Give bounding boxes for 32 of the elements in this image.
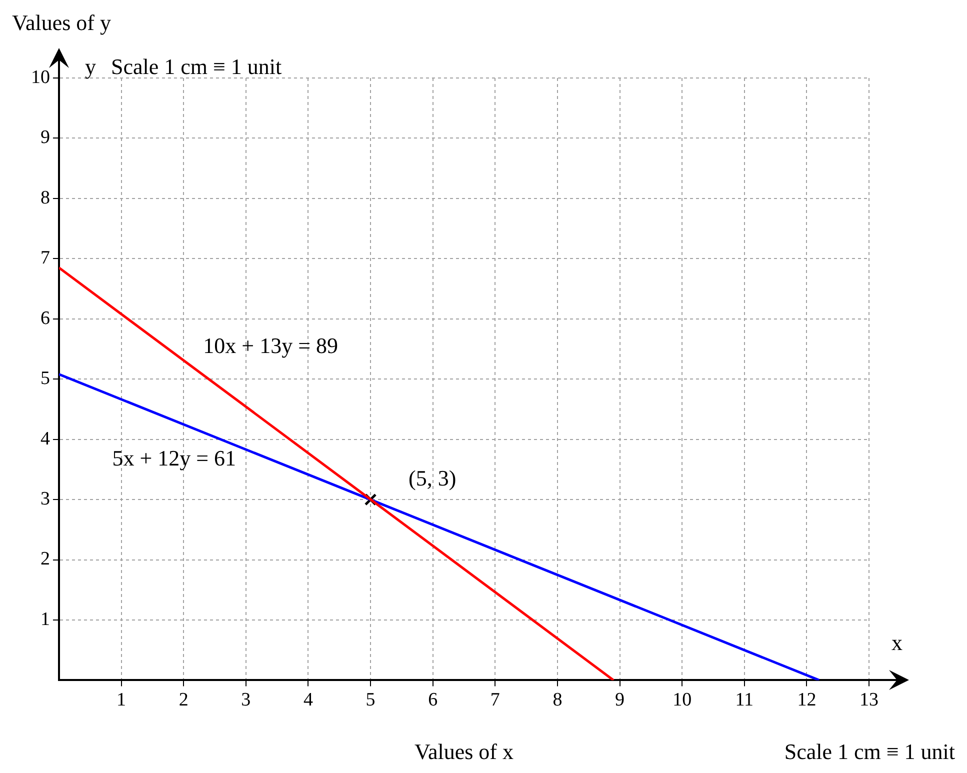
- y-tick-label: 1: [40, 608, 50, 630]
- text: Scale 1 cm ≡ 1 unit: [784, 739, 955, 764]
- y-axis-title: Values of y: [12, 10, 111, 35]
- annotation: (5, 3): [408, 466, 456, 491]
- text: x: [892, 630, 902, 656]
- x-tick-label: 2: [178, 690, 188, 711]
- y-tick-label: 4: [40, 428, 50, 450]
- x-tick-label: 13: [860, 690, 878, 711]
- y-tick-label: 5: [40, 368, 50, 390]
- x-tick-label: 5: [366, 690, 376, 711]
- x-tick-label: 11: [735, 690, 754, 711]
- x-tick-label: 12: [797, 690, 816, 711]
- x-tick-label: 6: [428, 690, 438, 711]
- series-label: 5x + 12y = 61: [112, 446, 236, 471]
- y-tick-label: 9: [40, 127, 50, 148]
- x-tick-label: 10: [672, 690, 692, 711]
- y-tick-label: 2: [40, 548, 50, 570]
- x-axis-title: Values of x: [414, 739, 514, 764]
- annotation: Scale 1 cm ≡ 1 unit: [111, 54, 282, 79]
- y-tick-label: 8: [40, 187, 50, 208]
- x-tick-label: 1: [116, 690, 126, 711]
- x-tick-label: 4: [303, 690, 314, 711]
- x-tick-label: 7: [490, 690, 500, 711]
- x-tick-label: 3: [241, 690, 251, 711]
- y-tick-label: 6: [40, 308, 50, 329]
- y-tick-label: 3: [40, 488, 50, 510]
- x-tick-label: 8: [552, 690, 562, 711]
- y-tick-label: 10: [31, 66, 50, 88]
- series-label: 10x + 13y = 89: [203, 332, 338, 358]
- annotation: y: [85, 54, 96, 79]
- y-tick-label: 7: [40, 248, 50, 269]
- x-tick-label: 9: [615, 690, 625, 711]
